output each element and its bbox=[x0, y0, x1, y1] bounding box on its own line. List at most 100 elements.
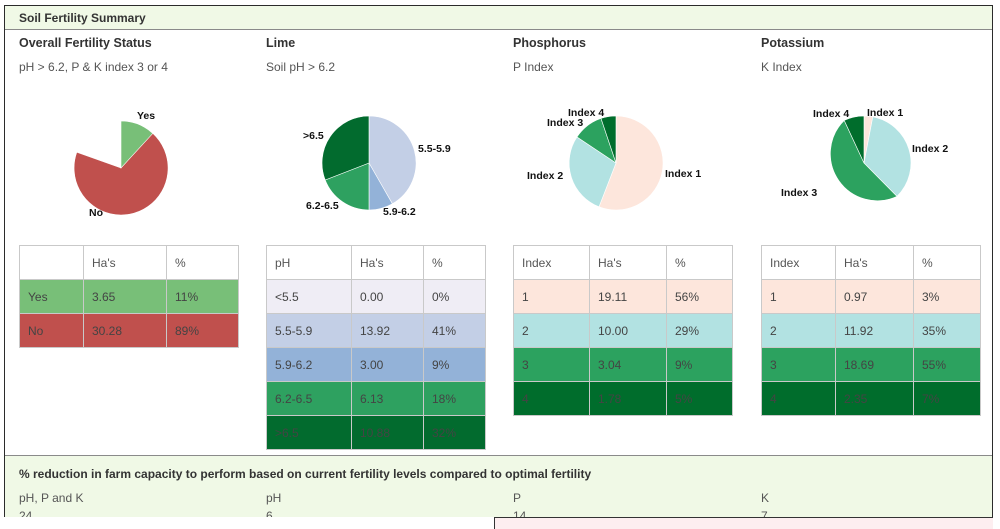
table-header-row: Index Ha's % bbox=[513, 245, 733, 280]
table-row: 5.5-5.9 13.92 41% bbox=[266, 313, 486, 348]
table-cell: 1 bbox=[761, 279, 836, 314]
table-cell: 2 bbox=[513, 313, 590, 348]
table-row: Yes 3.65 11% bbox=[19, 279, 239, 314]
table-cell: 35% bbox=[913, 313, 981, 348]
table-row: 4 2.35 7% bbox=[761, 381, 981, 416]
table-header: % bbox=[666, 245, 733, 280]
table-cell: 5.5-5.9 bbox=[266, 313, 352, 348]
table-cell: 9% bbox=[666, 347, 733, 382]
table-cell: 19.11 bbox=[589, 279, 667, 314]
table-cell: 4 bbox=[761, 381, 836, 416]
table-cell: 0% bbox=[423, 279, 486, 314]
potassium-table: Index Ha's % 1 0.97 3% 2 11.92 35% 3 18.… bbox=[761, 245, 981, 416]
table-cell: 3.65 bbox=[83, 279, 167, 314]
lime-pie-chart: >6.5 5.5-5.9 5.9-6.2 6.2-6.5 bbox=[303, 115, 451, 218]
table-cell: 89% bbox=[166, 313, 239, 348]
table-cell: Yes bbox=[19, 279, 84, 314]
table-header bbox=[19, 245, 84, 280]
footer-label: pH bbox=[266, 491, 282, 505]
table-cell: 1 bbox=[513, 279, 590, 314]
pie-slice-index-3[interactable] bbox=[830, 119, 898, 201]
footer-value: 7 bbox=[761, 509, 768, 523]
table-cell: 30.28 bbox=[83, 313, 167, 348]
pie-label-no: No bbox=[89, 207, 103, 219]
footer-value: 6 bbox=[266, 509, 273, 523]
panel-title: Soil Fertility Summary bbox=[19, 11, 146, 25]
pie-label-5-5-5-9: 5.5-5.9 bbox=[418, 143, 451, 155]
lime-table: pH Ha's % <5.5 0.00 0% 5.5-5.9 13.92 41%… bbox=[266, 245, 486, 450]
table-cell: 41% bbox=[423, 313, 486, 348]
table-cell: 3 bbox=[513, 347, 590, 382]
table-cell: 32% bbox=[423, 415, 486, 450]
table-row: <5.5 0.00 0% bbox=[266, 279, 486, 314]
phosphorus-table: Index Ha's % 1 19.11 56% 2 10.00 29% 3 3… bbox=[513, 245, 733, 416]
pie-slice-index-1[interactable] bbox=[598, 115, 664, 211]
table-cell: 3 bbox=[761, 347, 836, 382]
table-cell: 18% bbox=[423, 381, 486, 416]
potassium-title: Potassium bbox=[761, 36, 825, 50]
table-cell: 6.2-6.5 bbox=[266, 381, 352, 416]
table-row: 3 3.04 9% bbox=[513, 347, 733, 382]
table-cell: 11.92 bbox=[835, 313, 914, 348]
lime-title: Lime bbox=[266, 36, 296, 50]
pie-slice-gt-6-5[interactable] bbox=[321, 115, 370, 181]
pie-label-index-4: Index 4 bbox=[813, 108, 849, 120]
table-cell: <5.5 bbox=[266, 279, 352, 314]
pie-slice-index-2[interactable] bbox=[863, 116, 912, 197]
pie-slice-index-2[interactable] bbox=[568, 136, 617, 208]
next-panel-right bbox=[494, 517, 993, 529]
table-header-row: pH Ha's % bbox=[266, 245, 486, 280]
table-row: 1 19.11 56% bbox=[513, 279, 733, 314]
table-header: Index bbox=[761, 245, 836, 280]
table-cell: >6.5 bbox=[266, 415, 352, 450]
table-cell: 18.69 bbox=[835, 347, 914, 382]
pie-slice-5-5-5-9[interactable] bbox=[368, 115, 417, 205]
potassium-pie-chart: Index 4 Index 1 Index 2 Index 3 bbox=[781, 107, 948, 201]
pie-label-index-1: Index 1 bbox=[665, 168, 701, 180]
table-cell: 11% bbox=[166, 279, 239, 314]
table-header-row: Ha's % bbox=[19, 245, 239, 280]
pie-slice-6-2-6-5[interactable] bbox=[324, 162, 370, 211]
table-row: 5.9-6.2 3.00 9% bbox=[266, 347, 486, 382]
lime-subtitle: Soil pH > 6.2 bbox=[266, 60, 336, 74]
table-cell: 2 bbox=[761, 313, 836, 348]
table-cell: 0.97 bbox=[835, 279, 914, 314]
pie-label-index-1: Index 1 bbox=[867, 107, 903, 119]
panel-header: Soil Fertility Summary bbox=[5, 6, 992, 30]
pie-label-6-2-6-5: 6.2-6.5 bbox=[306, 200, 339, 212]
next-panel-left bbox=[4, 517, 494, 529]
table-cell: 29% bbox=[666, 313, 733, 348]
footer-label: P bbox=[513, 491, 522, 505]
lime-section: Lime Soil pH > 6.2 >6.5 5.5-5.9 5.9-6.2 … bbox=[266, 36, 496, 456]
phosphorus-section: Phosphorus P Index Index 4 Index 3 Index… bbox=[513, 36, 743, 456]
table-cell: 5.9-6.2 bbox=[266, 347, 352, 382]
table-cell: 3% bbox=[913, 279, 981, 314]
table-cell: 7% bbox=[913, 381, 981, 416]
table-row: 2 11.92 35% bbox=[761, 313, 981, 348]
table-row: 2 10.00 29% bbox=[513, 313, 733, 348]
pie-slice-yes[interactable] bbox=[120, 120, 154, 169]
table-cell: 55% bbox=[913, 347, 981, 382]
overall-title: Overall Fertility Status bbox=[19, 36, 152, 50]
table-header: Ha's bbox=[83, 245, 167, 280]
table-cell: No bbox=[19, 313, 84, 348]
table-header: Index bbox=[513, 245, 590, 280]
pie-label-index-2: Index 2 bbox=[912, 143, 948, 155]
pie-label-index-3: Index 3 bbox=[781, 187, 817, 199]
table-header: Ha's bbox=[835, 245, 914, 280]
pie-slice-index-4[interactable] bbox=[600, 115, 617, 164]
pie-slice-index-4[interactable] bbox=[843, 115, 865, 164]
potassium-section: Potassium K Index Index 4 Index 1 Index … bbox=[761, 36, 991, 456]
table-cell: 1.78 bbox=[589, 381, 667, 416]
table-cell: 5% bbox=[666, 381, 733, 416]
table-row: 1 0.97 3% bbox=[761, 279, 981, 314]
pie-label-gt-6-5: >6.5 bbox=[303, 130, 324, 142]
table-row: 3 18.69 55% bbox=[761, 347, 981, 382]
pie-label-yes: Yes bbox=[137, 110, 155, 122]
soil-fertility-panel: Soil Fertility Summary Overall Fertility… bbox=[4, 5, 993, 523]
table-cell: 56% bbox=[666, 279, 733, 314]
table-row: No 30.28 89% bbox=[19, 313, 239, 348]
overall-subtitle: pH > 6.2, P & K index 3 or 4 bbox=[19, 60, 168, 74]
table-cell: 6.13 bbox=[351, 381, 424, 416]
table-cell: 4 bbox=[513, 381, 590, 416]
